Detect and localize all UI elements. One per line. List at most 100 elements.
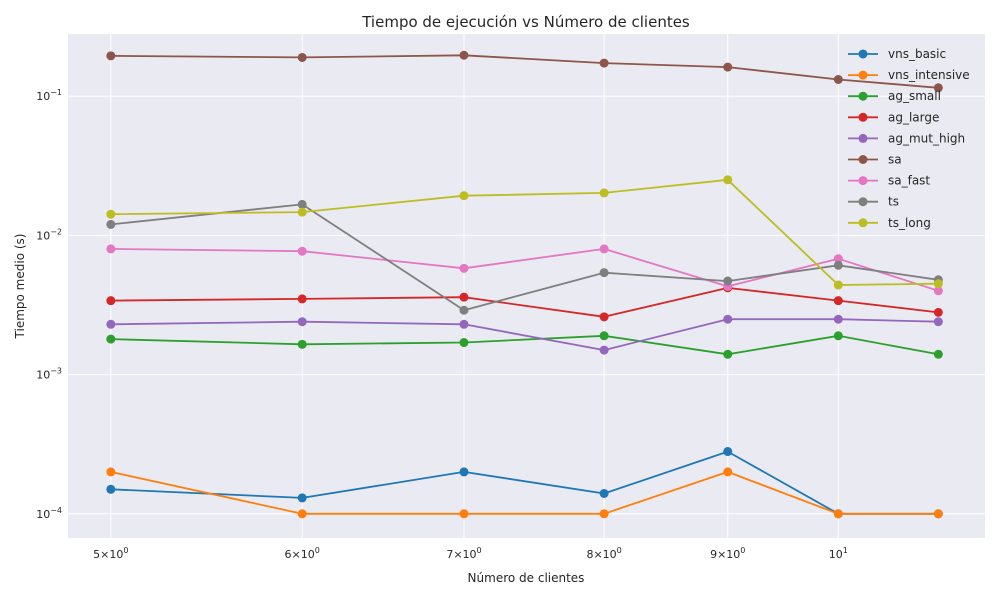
series-sa_fast <box>106 244 943 296</box>
data-point <box>599 345 609 355</box>
legend-item: vns_basic <box>848 47 946 61</box>
legend-marker <box>858 91 868 101</box>
data-point <box>106 484 116 494</box>
data-point <box>106 467 116 477</box>
legend-marker <box>858 133 868 143</box>
legend-marker <box>858 70 868 80</box>
legend-item: ag_small <box>848 89 941 103</box>
data-point <box>723 467 733 477</box>
data-point <box>459 50 469 60</box>
data-point <box>106 209 116 219</box>
legend-item: sa_fast <box>848 174 930 188</box>
y-tick-labels: 10−4 10−3 10−2 10−1 <box>36 88 62 521</box>
data-point <box>933 83 943 93</box>
data-point <box>106 244 116 254</box>
series-ag_small <box>106 331 943 359</box>
series-ts <box>106 199 943 315</box>
data-point <box>459 263 469 273</box>
data-point <box>933 317 943 327</box>
plot-area <box>68 34 985 538</box>
legend-marker <box>858 176 868 186</box>
data-point <box>297 339 307 349</box>
data-point <box>459 191 469 201</box>
y-tick-label: 10−1 <box>36 88 62 103</box>
legend-item: ts_long <box>848 216 931 230</box>
data-point <box>599 188 609 198</box>
chart-title: Tiempo de ejecución vs Número de cliente… <box>361 13 690 31</box>
y-tick-label: 10−3 <box>36 367 62 382</box>
x-tick-label: 8×100 <box>586 546 621 561</box>
data-point <box>933 279 943 289</box>
legend-label: ag_large <box>888 110 939 124</box>
data-point <box>599 312 609 322</box>
legend-label: ag_small <box>888 89 941 103</box>
data-point <box>297 52 307 62</box>
x-tick-label: 7×100 <box>446 546 481 561</box>
legend-item: sa <box>848 153 902 167</box>
y-tick-label: 10−4 <box>36 506 62 521</box>
data-point <box>833 331 843 341</box>
data-point <box>933 307 943 317</box>
data-point <box>459 292 469 302</box>
legend-item: vns_intensive <box>848 68 970 82</box>
legend-marker <box>858 218 868 228</box>
series-ts_long <box>106 175 943 290</box>
data-point <box>599 58 609 68</box>
data-point <box>933 349 943 359</box>
legend-label: ts <box>888 195 899 209</box>
data-point <box>297 509 307 519</box>
data-point <box>106 334 116 344</box>
data-point <box>599 244 609 254</box>
series-layer <box>106 50 943 519</box>
data-point <box>106 219 116 229</box>
legend-label: sa <box>888 153 902 167</box>
legend-label: ag_mut_high <box>888 131 965 145</box>
data-point <box>459 467 469 477</box>
data-point <box>297 199 307 209</box>
data-point <box>723 447 733 457</box>
x-tick-labels: 5×100 6×100 7×100 8×100 9×100 101 <box>93 546 848 561</box>
x-tick-label: 101 <box>829 546 848 561</box>
data-point <box>723 175 733 185</box>
data-point <box>297 493 307 503</box>
data-point <box>833 254 843 264</box>
data-point <box>933 286 943 296</box>
data-point <box>833 280 843 290</box>
y-tick-label: 10−2 <box>36 227 62 242</box>
data-point <box>106 296 116 306</box>
data-point <box>833 314 843 324</box>
legend-marker <box>858 197 868 207</box>
series-vns_intensive <box>106 467 943 519</box>
data-point <box>599 331 609 341</box>
y-axis-label: Tiempo medio (s) <box>13 234 27 340</box>
legend-marker <box>858 49 868 59</box>
x-tick-label: 9×100 <box>710 546 745 561</box>
data-point <box>723 62 733 72</box>
x-tick-label: 5×100 <box>93 546 128 561</box>
legend-marker <box>858 112 868 122</box>
data-point <box>833 260 843 270</box>
data-point <box>297 207 307 217</box>
data-point <box>459 305 469 315</box>
data-point <box>106 319 116 329</box>
x-tick-label: 6×100 <box>285 546 320 561</box>
data-point <box>297 317 307 327</box>
legend-label: ts_long <box>888 216 931 230</box>
legend-item: ts <box>848 195 899 209</box>
legend-label: sa_fast <box>888 174 930 188</box>
legend: vns_basic vns_intensive ag_small ag_largeag… <box>848 47 970 230</box>
data-point <box>459 509 469 519</box>
data-point <box>459 338 469 348</box>
data-point <box>833 74 843 84</box>
data-point <box>459 319 469 329</box>
data-point <box>599 488 609 498</box>
data-point <box>723 349 733 359</box>
data-point <box>933 509 943 519</box>
data-point <box>297 246 307 256</box>
legend-item: ag_mut_high <box>848 131 965 145</box>
x-axis-label: Número de clientes <box>468 571 585 585</box>
legend-label: vns_basic <box>888 47 946 61</box>
data-point <box>833 296 843 306</box>
